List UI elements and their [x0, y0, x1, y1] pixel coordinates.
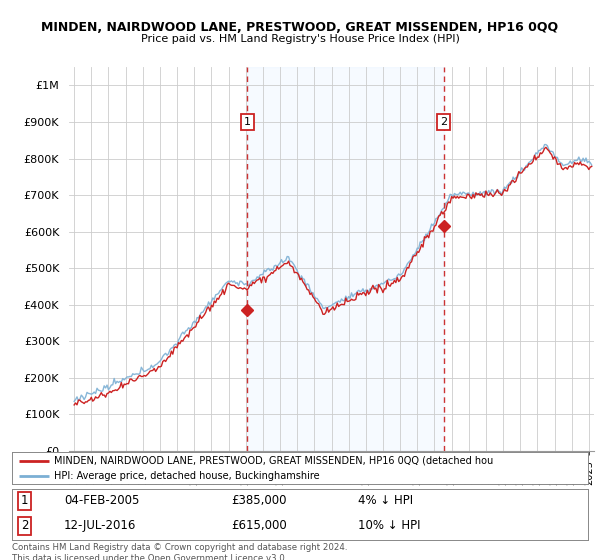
Text: 2: 2: [21, 520, 28, 533]
Text: 1: 1: [21, 494, 28, 507]
Text: £385,000: £385,000: [231, 494, 286, 507]
Text: £615,000: £615,000: [231, 520, 287, 533]
Text: 10% ↓ HPI: 10% ↓ HPI: [358, 520, 420, 533]
Text: 04-FEB-2005: 04-FEB-2005: [64, 494, 139, 507]
Text: HPI: Average price, detached house, Buckinghamshire: HPI: Average price, detached house, Buck…: [54, 470, 320, 480]
Text: 2: 2: [440, 117, 447, 127]
Text: MINDEN, NAIRDWOOD LANE, PRESTWOOD, GREAT MISSENDEN, HP16 0QQ: MINDEN, NAIRDWOOD LANE, PRESTWOOD, GREAT…: [41, 21, 559, 34]
Text: 1: 1: [244, 117, 251, 127]
Text: Contains HM Land Registry data © Crown copyright and database right 2024.
This d: Contains HM Land Registry data © Crown c…: [12, 543, 347, 560]
Text: 12-JUL-2016: 12-JUL-2016: [64, 520, 136, 533]
Text: 4% ↓ HPI: 4% ↓ HPI: [358, 494, 413, 507]
Text: Price paid vs. HM Land Registry's House Price Index (HPI): Price paid vs. HM Land Registry's House …: [140, 34, 460, 44]
Bar: [247, 67, 444, 451]
Text: MINDEN, NAIRDWOOD LANE, PRESTWOOD, GREAT MISSENDEN, HP16 0QQ (detached hou: MINDEN, NAIRDWOOD LANE, PRESTWOOD, GREAT…: [54, 456, 493, 466]
